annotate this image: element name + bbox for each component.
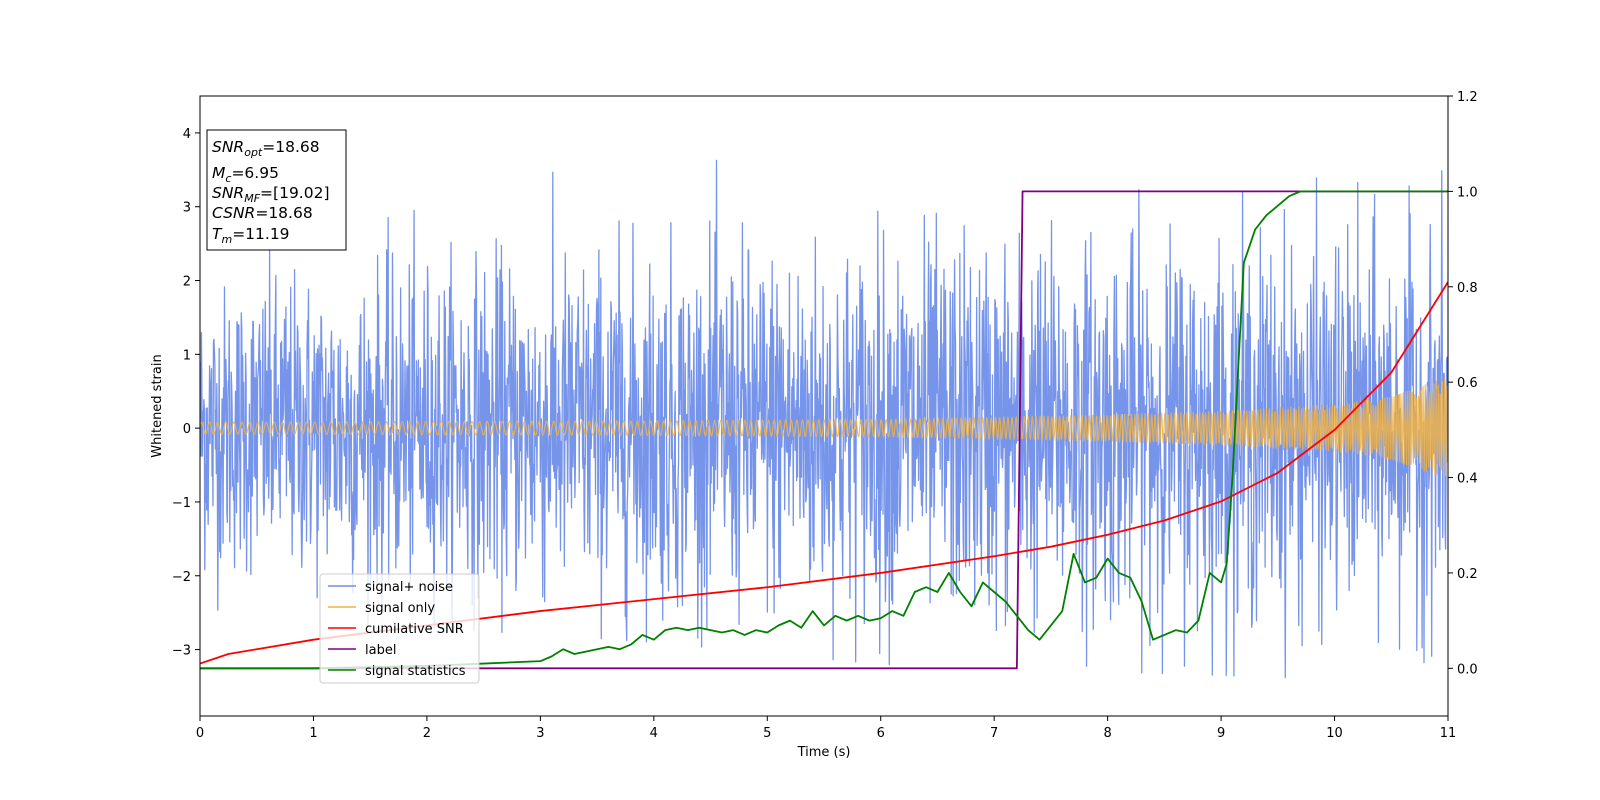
y-tick-label: 1 <box>183 348 191 363</box>
info-snr-opt: SNRopt=18.68 <box>212 138 320 159</box>
legend-label-cumulative-snr: cumilative SNR <box>365 622 464 637</box>
y2-tick-label: 0.4 <box>1457 472 1478 487</box>
y-tick-label: 2 <box>183 275 191 290</box>
y-tick-label: 0 <box>183 422 191 437</box>
y-tick-label: −2 <box>172 570 191 585</box>
series-signal-statistics <box>200 190 1448 670</box>
legend: signal+ noise signal only cumilative SNR… <box>319 573 480 684</box>
signal-statistics-line <box>200 190 1448 670</box>
x-axis-title: Time (s) <box>797 745 851 760</box>
legend-label-signal-statistics: signal statistics <box>365 664 466 679</box>
x-tick-label: 6 <box>877 726 885 741</box>
signal-noise-line <box>200 159 1448 679</box>
y-tick-label: 3 <box>183 201 191 216</box>
y2-tick-label: 1.0 <box>1457 185 1478 200</box>
legend-label-label: label <box>365 643 396 658</box>
x-tick-label: 5 <box>763 726 771 741</box>
y-axis-right: 0.0 0.2 0.4 0.6 0.8 1.0 1.2 <box>1448 90 1478 677</box>
x-tick-label: 1 <box>309 726 317 741</box>
x-tick-label: 7 <box>990 726 998 741</box>
info-mc: Mc=6.95 <box>212 164 279 185</box>
series-label <box>200 190 1448 670</box>
y-tick-label: 4 <box>183 127 191 142</box>
series-signal-noise <box>200 159 1448 679</box>
x-tick-label: 9 <box>1217 726 1225 741</box>
x-tick-label: 11 <box>1440 726 1457 741</box>
y-tick-label: −1 <box>172 496 191 511</box>
x-axis: 0 1 2 3 4 5 6 7 8 9 10 11 <box>196 716 1456 741</box>
info-snr-mf: SNRMF=[19.02] <box>212 184 330 205</box>
y2-tick-label: 0.6 <box>1457 376 1478 391</box>
x-tick-label: 3 <box>536 726 544 741</box>
x-tick-label: 2 <box>423 726 431 741</box>
x-tick-label: 4 <box>650 726 658 741</box>
label-line <box>200 190 1448 670</box>
info-tm: Tm=11.19 <box>212 225 290 246</box>
series-signal-only <box>200 377 1448 479</box>
y2-tick-label: 1.2 <box>1457 90 1478 105</box>
series-cumulative-snr <box>200 281 1448 665</box>
plot-frame <box>199 95 1449 717</box>
plot-area <box>200 159 1448 679</box>
legend-label-signal-only: signal only <box>365 601 435 616</box>
y-axis-left: −3 −2 −1 0 1 2 3 4 <box>172 127 200 659</box>
cumulative-snr-line <box>200 281 1448 665</box>
x-tick-label: 10 <box>1326 726 1343 741</box>
info-csnr: CSNR=18.68 <box>212 204 313 222</box>
legend-label-signal-noise: signal+ noise <box>365 580 453 595</box>
y2-tick-label: 0.2 <box>1457 567 1478 582</box>
y2-tick-label: 0.0 <box>1457 662 1478 677</box>
x-tick-label: 0 <box>196 726 204 741</box>
info-box: SNRopt=18.68 Mc=6.95 SNRMF=[19.02] CSNR=… <box>206 129 347 251</box>
info-box-frame <box>206 129 347 251</box>
legend-frame <box>319 573 480 684</box>
signal-only-line <box>200 377 1448 479</box>
y-tick-label: −3 <box>172 644 191 659</box>
x-tick-label: 8 <box>1103 726 1111 741</box>
y2-tick-label: 0.8 <box>1457 281 1478 296</box>
y-axis-title: Whitened strain <box>150 354 165 457</box>
